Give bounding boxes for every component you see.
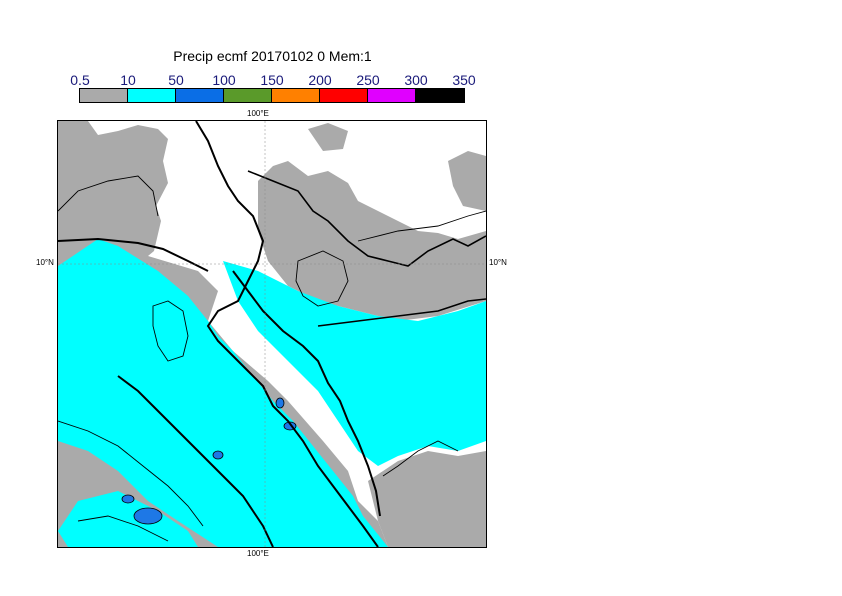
legend-tick: 50 bbox=[168, 72, 184, 88]
precip-field-moderate bbox=[58, 239, 388, 547]
legend-swatch bbox=[224, 89, 272, 102]
precip-field-low-ne bbox=[308, 123, 486, 211]
legend-tick: 300 bbox=[404, 72, 428, 88]
legend-tick-labels: 0.5 10 50 100 150 200 250 300 350 bbox=[60, 72, 490, 90]
legend-swatch bbox=[176, 89, 224, 102]
legend-swatch bbox=[128, 89, 176, 102]
legend-tick: 10 bbox=[120, 72, 136, 88]
coastline bbox=[195, 121, 379, 547]
precip-heavy-patch bbox=[133, 507, 163, 525]
legend-tick: 0.5 bbox=[70, 72, 90, 88]
legend-color-bar bbox=[79, 88, 465, 103]
precip-contour bbox=[58, 175, 159, 217]
coastline bbox=[232, 270, 381, 517]
coastline bbox=[117, 375, 274, 547]
legend-tick: 250 bbox=[356, 72, 380, 88]
legend-tick: 350 bbox=[452, 72, 476, 88]
legend-swatch bbox=[368, 89, 416, 102]
precip-heavy-patch bbox=[121, 494, 135, 504]
legend-swatch bbox=[320, 89, 368, 102]
legend-swatch bbox=[272, 89, 320, 102]
coord-label-right: 10°N bbox=[489, 258, 507, 267]
coord-label-bottom: 100°E bbox=[247, 549, 269, 558]
precip-field-moderate-sw bbox=[58, 491, 198, 547]
precip-field-moderate-east bbox=[223, 261, 486, 466]
legend-tick: 150 bbox=[260, 72, 284, 88]
coord-label-top: 100°E bbox=[247, 109, 269, 118]
coord-label-left: 10°N bbox=[36, 258, 54, 267]
precip-field-low-se bbox=[368, 451, 486, 547]
legend-swatch bbox=[80, 89, 128, 102]
map-panel[interactable] bbox=[57, 120, 487, 548]
border bbox=[247, 170, 486, 267]
legend-tick: 200 bbox=[308, 72, 332, 88]
precip-heavy-patch bbox=[212, 450, 224, 460]
precip-field-low-east bbox=[258, 161, 486, 321]
precip-contour bbox=[58, 420, 204, 527]
border bbox=[317, 298, 486, 327]
legend-swatch bbox=[416, 89, 464, 102]
precip-contour bbox=[295, 250, 349, 307]
precip-contour bbox=[357, 210, 486, 242]
precip-map bbox=[58, 121, 486, 547]
chart-title: Precip ecmf 20170102 0 Mem:1 bbox=[173, 48, 372, 64]
precip-contour bbox=[382, 440, 459, 477]
precip-heavy-patch bbox=[275, 397, 285, 409]
precip-contour bbox=[77, 515, 169, 542]
coastline bbox=[58, 237, 209, 272]
precip-contour bbox=[152, 300, 189, 362]
legend-tick: 100 bbox=[212, 72, 236, 88]
